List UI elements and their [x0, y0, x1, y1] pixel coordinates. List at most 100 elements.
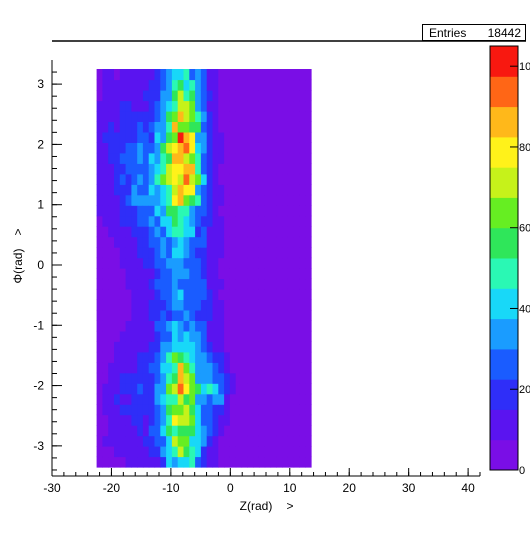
heatmap-cell — [131, 288, 138, 300]
heatmap-cell — [247, 383, 254, 395]
heatmap-cell — [108, 446, 115, 458]
heatmap-cell — [247, 320, 254, 332]
heatmap-cell — [166, 268, 173, 280]
heatmap-cell — [287, 372, 295, 384]
heatmap-cell — [229, 163, 237, 175]
heatmap-cell — [270, 341, 277, 353]
heatmap-cell — [96, 330, 103, 342]
heatmap-cell — [131, 247, 138, 259]
heatmap-cell — [177, 79, 185, 91]
heatmap-cell — [131, 236, 138, 248]
heatmap-cell — [305, 90, 312, 102]
heatmap-cell — [148, 100, 156, 112]
heatmap-cell — [293, 320, 300, 332]
heatmap-cell — [293, 362, 300, 374]
heatmap-cell — [293, 288, 300, 300]
heatmap-cell — [258, 205, 266, 217]
heatmap-cell — [148, 69, 156, 81]
heatmap-cell — [137, 446, 144, 458]
heatmap-cell — [189, 79, 196, 91]
heatmap-cell — [270, 362, 277, 374]
heatmap-cell — [206, 435, 214, 447]
heatmap-cell — [229, 247, 237, 259]
heatmap-cell — [160, 278, 167, 290]
heatmap-cell — [224, 90, 231, 102]
heatmap-cell — [229, 341, 237, 353]
heatmap-cell — [224, 236, 231, 248]
heatmap-cell — [114, 351, 121, 363]
heatmap-cell — [131, 100, 138, 112]
heatmap-cell — [200, 320, 208, 332]
color-scale-segment — [490, 409, 518, 441]
heatmap-cell — [154, 414, 161, 426]
heatmap-cell — [253, 215, 260, 227]
heatmap-cell — [114, 142, 121, 154]
heatmap-cell — [131, 414, 138, 426]
heatmap-cell — [160, 383, 167, 395]
heatmap-cell — [154, 299, 161, 311]
heatmap-cell — [299, 435, 306, 447]
heatmap-cell — [235, 330, 243, 342]
heatmap-cell — [189, 268, 196, 280]
heatmap-cell — [131, 131, 138, 143]
heatmap-cell — [137, 425, 144, 437]
color-scale-segment — [490, 167, 518, 198]
heatmap-cell — [119, 247, 127, 259]
heatmap-cell — [212, 247, 219, 259]
heatmap-cell — [114, 372, 121, 384]
heatmap-cell — [119, 257, 127, 269]
heatmap-cell — [200, 121, 208, 133]
heatmap-cell — [108, 236, 115, 248]
heatmap-cell — [166, 425, 173, 437]
heatmap-cell — [108, 215, 115, 227]
heatmap-cell — [287, 226, 295, 238]
heatmap-cell — [276, 215, 283, 227]
heatmap-cell — [171, 100, 179, 112]
heatmap-cell — [183, 268, 190, 280]
heatmap-cell — [102, 414, 109, 426]
heatmap-cell — [200, 278, 208, 290]
heatmap-cell — [131, 257, 138, 269]
heatmap-cell — [229, 320, 237, 332]
heatmap-cell — [235, 268, 243, 280]
heatmap-cell — [154, 152, 161, 164]
heatmap-cell — [276, 90, 283, 102]
heatmap-cell — [224, 425, 231, 437]
heatmap-cell — [212, 268, 219, 280]
heatmap-cell — [96, 383, 103, 395]
heatmap-cell — [264, 173, 272, 185]
heatmap-cell — [293, 184, 300, 196]
heatmap-cell — [102, 393, 109, 405]
heatmap-cell — [264, 362, 272, 374]
heatmap-cell — [114, 330, 121, 342]
heatmap-cell — [224, 435, 231, 447]
heatmap-cell — [108, 288, 115, 300]
heatmap-cell — [299, 351, 306, 363]
heatmap-cell — [247, 309, 254, 321]
heatmap-cell — [166, 131, 173, 143]
heatmap-cell — [258, 309, 266, 321]
heatmap-cell — [293, 372, 300, 384]
heatmap-cell — [171, 341, 179, 353]
heatmap-cell — [200, 456, 208, 468]
heatmap-cell — [206, 299, 214, 311]
heatmap-cell — [114, 446, 121, 458]
heatmap-cell — [160, 163, 167, 175]
heatmap-cell — [142, 226, 150, 238]
heatmap-cell — [258, 351, 266, 363]
heatmap-cell — [264, 404, 272, 416]
heatmap-cell — [218, 236, 225, 248]
heatmap-cell — [270, 226, 277, 238]
heatmap-cell — [108, 131, 115, 143]
heatmap-cell — [183, 393, 190, 405]
heatmap-cell — [276, 299, 283, 311]
heatmap-cell — [195, 142, 202, 154]
heatmap-cell — [270, 100, 277, 112]
heatmap-cell — [119, 414, 127, 426]
heatmap-cell — [154, 456, 161, 468]
heatmap-cell — [114, 173, 121, 185]
heatmap-cell — [218, 456, 225, 468]
heatmap-cell — [125, 330, 132, 342]
heatmap-cell — [195, 100, 202, 112]
heatmap-cell — [235, 131, 243, 143]
